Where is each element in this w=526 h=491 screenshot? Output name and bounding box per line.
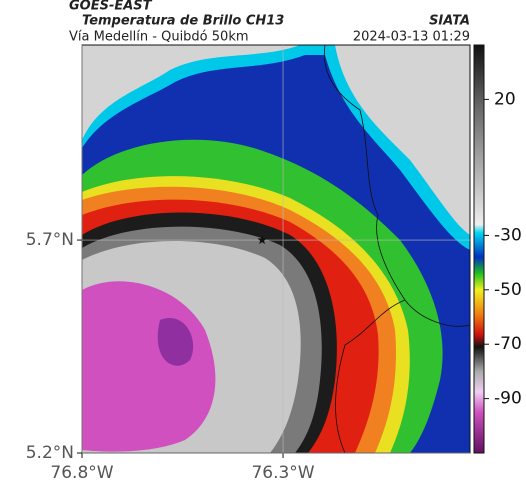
- colorbar-tick-label: -70: [494, 334, 522, 354]
- x-tick-label: 76.3°W: [251, 463, 314, 483]
- title: Temperatura de Brillo CH13: [82, 14, 284, 29]
- satellite-image: [82, 45, 470, 453]
- y-tick-label: 5.7°N: [26, 230, 74, 250]
- colorbar-tick-label: -50: [494, 280, 522, 300]
- colorbar-tick-label: -90: [494, 389, 522, 409]
- y-tick-label: 5.2°N: [26, 443, 74, 463]
- timestamp: 2024-03-13 01:29: [353, 30, 470, 45]
- agency: GOES-EAST: [69, 0, 153, 14]
- x-tick-label: 76.8°W: [50, 463, 113, 483]
- location-marker: [257, 235, 267, 245]
- brand: SIATA: [429, 14, 470, 29]
- colorbar-tick-label: 20: [494, 89, 516, 109]
- colorbar-tick-label: -30: [494, 225, 522, 245]
- colorbar: [473, 44, 485, 454]
- subtitle: Vía Medellín - Quibdó 50km: [69, 30, 249, 45]
